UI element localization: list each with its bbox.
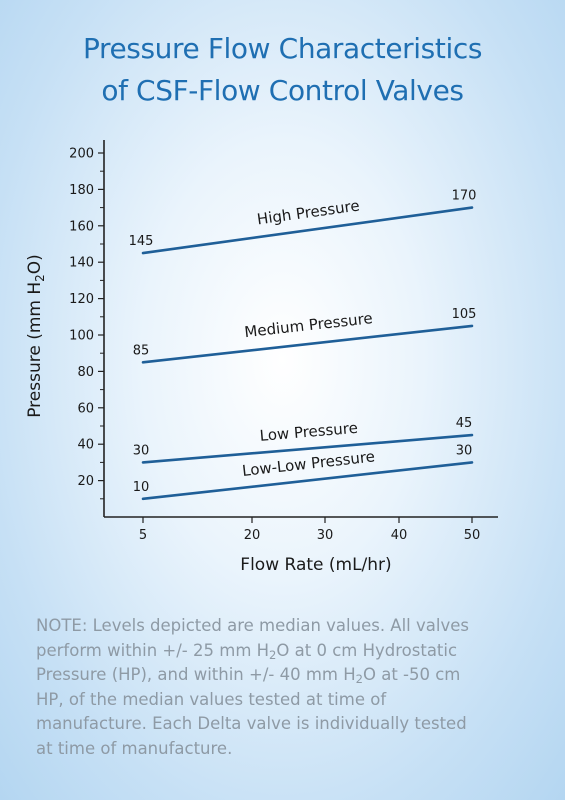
y-tick-label: 80 (77, 365, 94, 380)
series-line (141, 206, 474, 255)
y-tick-label: 120 (69, 292, 94, 307)
footnote-line-3-post: O at -50 cm (362, 665, 461, 684)
y-axis-label-post: O) (25, 254, 45, 274)
series-name-label: High Pressure (256, 196, 361, 228)
x-axis-label: Flow Rate (mL/hr) (240, 555, 391, 575)
data-label-end: 30 (456, 443, 473, 458)
footnote-line-5: manufacture. Each Delta valve is individ… (36, 714, 467, 733)
pressure-flow-chart: 20 40 60 80 100 120 140 160 180 200 5 20 30 40 50 145… (25, 140, 498, 575)
y-tick-label: 100 (69, 329, 94, 344)
chart-title-line-2: of CSF-Flow Control Valves (101, 74, 464, 107)
y-tick-label: 140 (69, 256, 94, 271)
series-name-label: Low Pressure (259, 419, 359, 445)
footnote-line-2-sub: 2 (269, 647, 277, 662)
footnote-line-4: HP, of the median values tested at time … (36, 689, 387, 709)
footnote: NOTE: Levels depicted are median values.… (36, 614, 546, 761)
y-tick-label: 60 (77, 401, 94, 416)
data-label-start: 85 (133, 343, 150, 358)
chart-series: 145 170 High Pressure 85 105 Medium Pressure 3… (129, 189, 477, 501)
chart-title: Pressure Flow Characteristics of CSF-Flo… (0, 28, 565, 112)
y-tick-label: 40 (77, 438, 94, 453)
data-label-start: 30 (133, 443, 150, 458)
chart-axes (103, 140, 498, 518)
x-tick-label: 20 (244, 528, 261, 543)
series-name-label: Medium Pressure (244, 309, 374, 341)
footnote-line-6: at time of manufacture. (36, 738, 233, 758)
footnote-line-3: Pressure (HP), and within +/- 40 mm H2O … (36, 663, 546, 688)
footnote-line-3-sub: 2 (355, 671, 363, 686)
x-tick-label: 50 (464, 528, 481, 543)
data-label-start: 145 (129, 234, 154, 249)
footnote-line-2-post: O at 0 cm Hydrostatic (276, 640, 458, 660)
data-label-start: 10 (133, 480, 150, 495)
series-line (141, 461, 474, 501)
footnote-line-1: NOTE: Levels depicted are median values.… (36, 616, 469, 635)
x-tick-label: 40 (391, 528, 408, 543)
y-tick-label: 200 (69, 147, 94, 162)
y-axis-label-pre: Pressure (mm H (25, 282, 45, 418)
footnote-line-2: perform within +/- 25 mm H2O at 0 cm Hyd… (36, 639, 546, 664)
footnote-line-3-pre: Pressure (HP), and within +/- 40 mm H (36, 665, 356, 684)
data-label-end: 170 (452, 189, 477, 204)
data-label-end: 45 (456, 416, 473, 431)
footnote-line-2-pre: perform within +/- 25 mm H (36, 640, 270, 660)
series-line (141, 324, 474, 364)
y-axis-ticks: 20 40 60 80 100 120 140 160 180 200 (69, 147, 104, 500)
series-line (141, 433, 474, 464)
y-tick-label: 180 (69, 183, 94, 198)
chart-title-line-1: Pressure Flow Characteristics (82, 32, 483, 65)
y-tick-label: 160 (69, 219, 94, 234)
x-tick-label: 30 (317, 528, 334, 543)
y-axis-label: Pressure (mm H2O) (25, 254, 47, 418)
y-axis-label-sub: 2 (33, 274, 47, 282)
data-label-end: 105 (452, 307, 477, 322)
x-tick-label: 5 (139, 528, 147, 543)
x-axis-ticks: 5 20 30 40 50 (139, 517, 480, 543)
y-tick-label: 20 (77, 474, 94, 489)
